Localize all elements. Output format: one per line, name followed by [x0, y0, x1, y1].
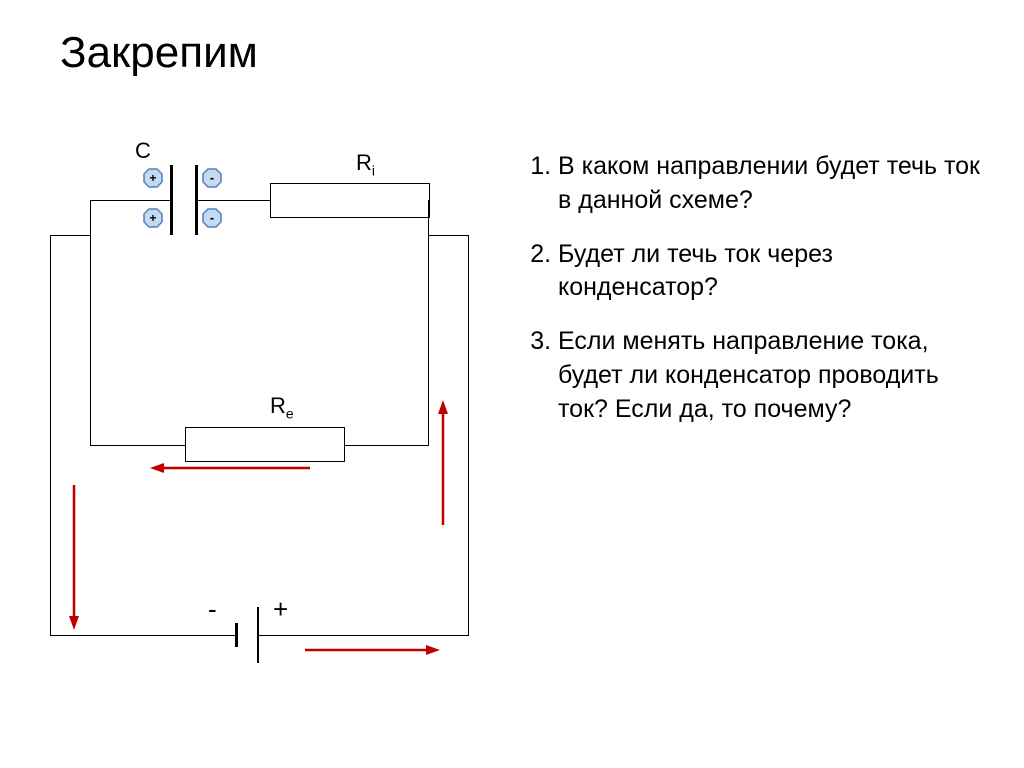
question-item: В каком направлении будет течь ток в дан… — [558, 150, 990, 218]
wire — [428, 200, 429, 236]
battery-plus-sign: + — [273, 594, 288, 625]
resistor-ri — [270, 183, 430, 218]
questions-list: В каком направлении будет течь ток в дан… — [530, 150, 990, 446]
wire — [90, 200, 91, 445]
battery-minus-sign: - — [208, 594, 217, 625]
capacitor-label: C — [135, 138, 151, 164]
capacitor-plate-left — [170, 165, 173, 235]
question-item: Если менять направление тока, будет ли к… — [558, 325, 990, 426]
resistor-ri-label-text: R — [356, 150, 372, 175]
wire — [90, 200, 91, 236]
current-arrow-icon — [435, 400, 451, 525]
current-arrow-icon — [66, 485, 82, 630]
svg-text:+: + — [149, 171, 156, 185]
resistor-ri-label: Ri — [356, 150, 375, 178]
question-item: Будет ли течь ток через конденсатор? — [558, 238, 990, 306]
battery-negative-plate — [235, 623, 238, 647]
wire — [50, 235, 91, 236]
resistor-re-label-sub: e — [286, 405, 294, 421]
wire — [345, 445, 429, 446]
charge-minus-icon: - — [202, 208, 222, 228]
resistor-re — [185, 427, 345, 462]
wire — [50, 635, 235, 636]
wire — [259, 635, 468, 636]
wire — [468, 235, 469, 636]
circuit-diagram: C Ri Re - + + + - - — [40, 140, 490, 680]
wire — [50, 235, 51, 635]
svg-text:+: + — [149, 211, 156, 225]
resistor-re-label-text: R — [270, 393, 286, 418]
page-title: Закрепим — [60, 28, 258, 78]
wire — [198, 200, 270, 201]
charge-plus-icon: + — [143, 208, 163, 228]
wire — [90, 200, 170, 201]
current-arrow-icon — [305, 642, 440, 658]
svg-text:-: - — [210, 170, 214, 185]
current-arrow-icon — [150, 460, 310, 476]
wire — [428, 200, 429, 445]
resistor-re-label: Re — [270, 393, 294, 421]
charge-plus-icon: + — [143, 168, 163, 188]
charge-minus-icon: - — [202, 168, 222, 188]
resistor-ri-label-sub: i — [372, 162, 375, 178]
wire — [428, 235, 469, 236]
svg-text:-: - — [210, 210, 214, 225]
wire — [90, 445, 185, 446]
